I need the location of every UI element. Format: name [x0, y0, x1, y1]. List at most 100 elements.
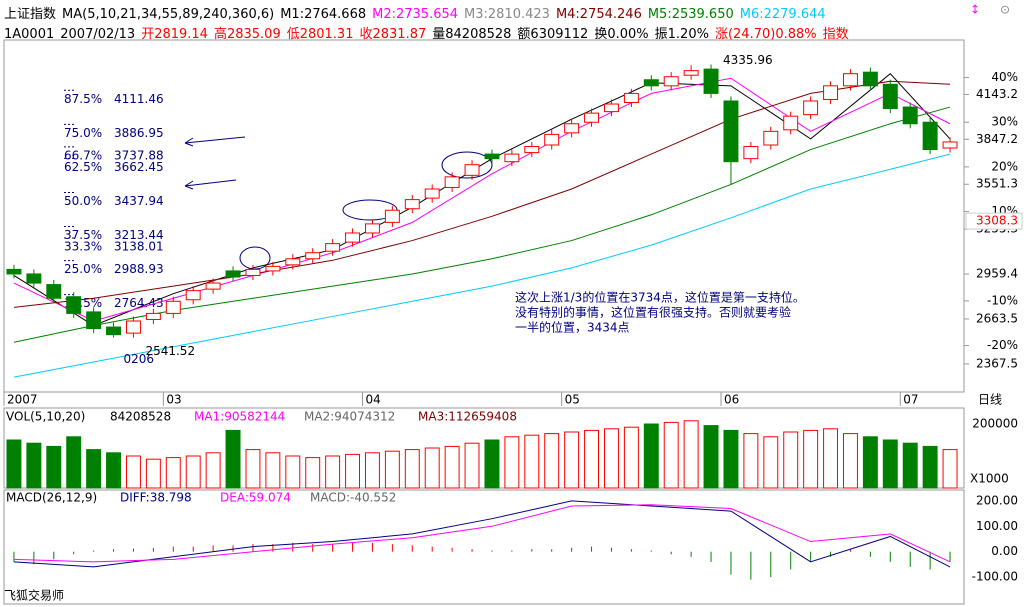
volume-bar	[345, 453, 361, 489]
candle-body	[544, 133, 560, 146]
close: 收2831.87	[359, 27, 427, 42]
volume-bar	[424, 447, 440, 489]
volume-bar	[922, 445, 938, 489]
vol-header: 84208528	[110, 410, 171, 424]
macd-line	[13, 504, 951, 563]
volume-bar	[584, 429, 600, 489]
volume-bar	[544, 433, 560, 489]
footer: 飞狐交易师	[4, 588, 64, 603]
candle-body	[364, 223, 380, 234]
candle-body	[205, 282, 221, 290]
volume-bar	[86, 449, 102, 489]
circle	[441, 151, 493, 179]
high: 高2835.09	[213, 27, 281, 42]
candle-body	[643, 79, 659, 87]
volume-bar	[145, 458, 161, 489]
vol-tick-label: 200000	[972, 417, 1018, 431]
volume-bar	[763, 436, 779, 489]
candle-body	[165, 300, 181, 314]
x-tick-label: 07	[903, 393, 918, 407]
candle-body	[6, 268, 22, 275]
low-annotation: 2541.52	[145, 344, 195, 358]
note: 这次上涨1/3的位置在3734点，这位置是第一支持位。	[515, 290, 805, 305]
candle-body	[325, 243, 341, 252]
volume-bar	[26, 442, 42, 489]
fib-label: 33.3%	[64, 239, 102, 253]
fib-label: 87.5%	[64, 92, 102, 106]
ma-value: M6:2279.644	[739, 7, 826, 22]
candle-body	[285, 258, 301, 266]
y-tick-label: 2959.4	[976, 267, 1018, 281]
volume-bar	[823, 428, 839, 489]
y2-tick-label: -20%	[987, 338, 1018, 352]
candle-body	[703, 68, 719, 94]
macd-tick-label: 200.00	[976, 493, 1018, 507]
volume-bar	[484, 439, 500, 489]
volume-bar	[106, 452, 122, 489]
ma-line	[13, 80, 951, 308]
fib-value: 2988.93	[114, 262, 164, 276]
ma-value: M5:2539.650	[647, 7, 734, 22]
candle-body	[66, 296, 82, 314]
fib-value: 3213.44	[114, 228, 164, 242]
candle-body	[145, 312, 161, 320]
fib-label: 62.5%	[64, 160, 102, 174]
candle-body	[26, 273, 42, 284]
candle-body	[524, 146, 540, 154]
vol-header: MA3:112659408	[418, 410, 517, 424]
index-label: 指数	[822, 27, 849, 42]
low: 低2801.31	[286, 27, 354, 42]
candle-body	[245, 268, 261, 276]
candle-body	[823, 85, 839, 100]
candle-body	[942, 141, 958, 149]
x-tick-label: 04	[366, 393, 381, 407]
ma-value: M1:2764.668	[280, 7, 367, 22]
last-price-box	[965, 212, 1023, 230]
ma-line	[13, 153, 951, 378]
fib-label: 25.0%	[64, 262, 102, 276]
vol-header: MA2:94074312	[304, 410, 395, 424]
volume: 量84208528	[432, 27, 512, 42]
date: 2007/02/13	[60, 27, 136, 42]
volume-bar	[942, 449, 958, 489]
vol-unit: X1000	[970, 472, 1009, 486]
volume-bar	[6, 439, 22, 489]
last-price: 3308.3	[976, 214, 1018, 228]
candle-body	[862, 71, 878, 87]
candle-body	[305, 252, 321, 260]
change: 涨(24.70)0.88%	[714, 27, 817, 42]
ma-params: MA(5,10,21,34,55,89,240,360,6)	[62, 7, 275, 22]
high-annotation: 4335.96	[723, 53, 773, 67]
period-label: 日线	[978, 393, 1002, 407]
volume-bar	[882, 439, 898, 489]
date-annotation: 0206	[123, 352, 154, 366]
note: 没有特别的事情，这位置有很强支持。否则就要考验	[515, 305, 791, 320]
volume-bar	[504, 436, 520, 489]
header-row1: 上证指数 MA(5,10,21,34,55,89,240,360,6) M1:276…	[4, 3, 832, 22]
x-tick-label: 05	[565, 393, 580, 407]
volume-bar	[285, 455, 301, 489]
open: 开2819.14	[141, 27, 208, 42]
macd-pane	[3, 489, 965, 605]
volume-bar	[305, 457, 321, 489]
fib-value: 2764.43	[114, 296, 164, 310]
macd-header: DIFF:38.798	[120, 491, 192, 505]
candle-body	[564, 123, 580, 134]
candle-body	[225, 270, 241, 278]
vol-header: VOL(5,10,20)	[6, 410, 85, 424]
volume-bar	[125, 455, 141, 489]
code: 1A0001	[4, 27, 55, 42]
candle-body	[106, 326, 122, 336]
y-tick-label: 3551.3	[976, 177, 1018, 191]
volume-bar	[205, 452, 221, 489]
candle-body	[803, 100, 819, 116]
volume-bar	[185, 455, 201, 489]
candle-body	[404, 199, 420, 210]
candle-body	[603, 103, 619, 113]
volume-bar	[245, 449, 261, 489]
index-name: 上证指数	[4, 7, 57, 22]
y2-tick-label: 30%	[991, 115, 1018, 129]
x-tick-label: 06	[724, 393, 739, 407]
candle-body	[683, 70, 699, 76]
